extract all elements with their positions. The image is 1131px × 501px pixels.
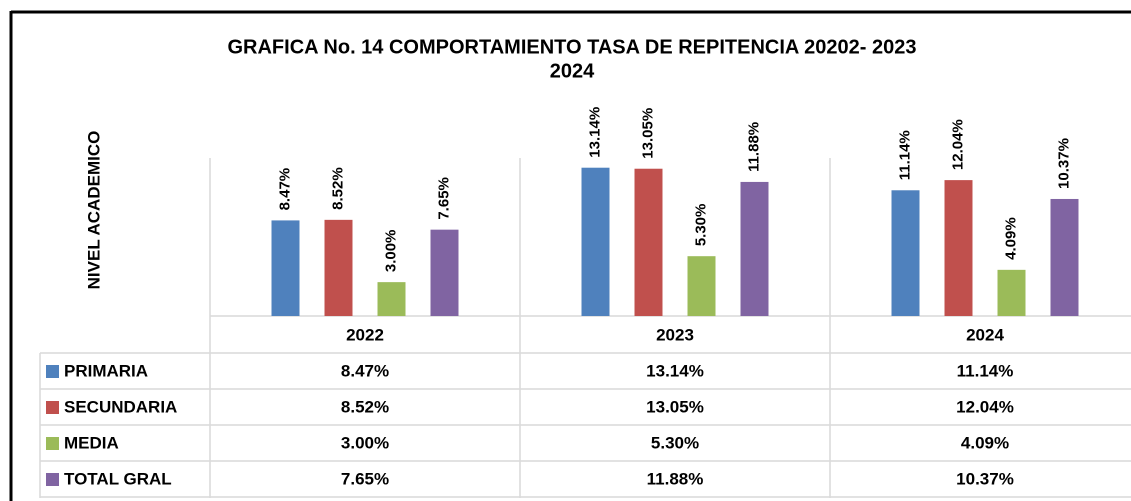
data-label: 11.14% bbox=[896, 130, 913, 180]
table-value: 4.09% bbox=[961, 433, 1009, 452]
legend-label: PRIMARIA bbox=[64, 361, 148, 380]
data-label: 13.14% bbox=[586, 107, 603, 158]
bar bbox=[740, 181, 769, 316]
y-axis-label: NIVEL ACADEMICO bbox=[84, 131, 103, 290]
data-label: 12.04% bbox=[949, 119, 966, 170]
data-label: 7.65% bbox=[435, 177, 452, 220]
table-value: 11.14% bbox=[957, 361, 1014, 380]
x-tick-label: 2022 bbox=[346, 325, 384, 344]
chart-title: 2024 bbox=[550, 60, 595, 82]
table-value: 5.30% bbox=[651, 433, 699, 452]
table-value: 13.14% bbox=[646, 361, 704, 380]
legend-key bbox=[46, 401, 59, 414]
table-value: 11.88% bbox=[647, 469, 704, 488]
bar bbox=[997, 269, 1026, 316]
bar bbox=[377, 282, 406, 316]
x-tick-label: 2023 bbox=[656, 325, 694, 344]
legend-label: TOTAL GRAL bbox=[64, 469, 172, 488]
bar bbox=[271, 220, 300, 316]
legend-label: SECUNDARIA bbox=[64, 397, 177, 416]
legend-key bbox=[46, 473, 59, 486]
table-value: 7.65% bbox=[341, 469, 389, 488]
data-label: 4.09% bbox=[1002, 217, 1019, 260]
chart-title: GRAFICA No. 14 COMPORTAMIENTO TASA DE RE… bbox=[227, 36, 916, 58]
table-value: 3.00% bbox=[341, 433, 389, 452]
bar bbox=[581, 167, 610, 316]
table-value: 13.05% bbox=[646, 397, 704, 416]
data-label: 11.88% bbox=[745, 122, 762, 172]
data-label: 3.00% bbox=[382, 230, 399, 273]
legend-key bbox=[46, 437, 59, 450]
bar bbox=[430, 229, 459, 316]
data-label: 8.47% bbox=[276, 168, 293, 211]
bar bbox=[324, 219, 353, 316]
legend-key bbox=[46, 365, 59, 378]
legend-label: MEDIA bbox=[64, 433, 119, 452]
bar bbox=[1050, 198, 1079, 316]
bar bbox=[634, 168, 663, 316]
bar bbox=[944, 180, 973, 316]
data-label: 5.30% bbox=[692, 204, 709, 247]
table-value: 10.37% bbox=[956, 469, 1014, 488]
data-label: 13.05% bbox=[639, 108, 656, 159]
data-label: 8.52% bbox=[329, 167, 346, 210]
bar bbox=[891, 190, 920, 316]
table-value: 8.47% bbox=[341, 361, 389, 380]
bar bbox=[687, 256, 716, 316]
table-value: 12.04% bbox=[956, 397, 1014, 416]
table-value: 8.52% bbox=[341, 397, 389, 416]
data-label: 10.37% bbox=[1055, 138, 1072, 189]
x-tick-label: 2024 bbox=[966, 325, 1004, 344]
